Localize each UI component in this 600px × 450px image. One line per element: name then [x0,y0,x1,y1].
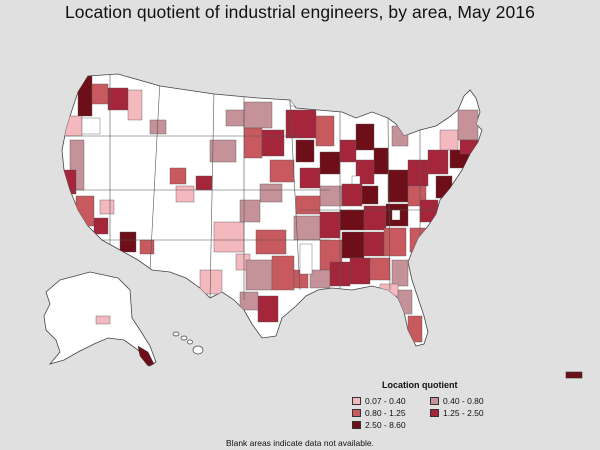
legend-label: 1.25 - 2.50 [443,408,484,418]
legend-swatch [352,397,361,405]
state-borders [62,74,440,301]
legend-label: 0.07 - 0.40 [365,396,406,406]
puerto-rico-shape [565,371,583,379]
legend-item: 2.50 - 8.60 [352,420,406,430]
legend-item: 0.07 - 0.40 [352,396,406,406]
alaska-southeast-area [137,345,155,367]
alaska-area [95,315,111,325]
legend-item: 1.25 - 2.50 [430,408,484,418]
map-legend: Location quotient 0.07 - 0.40 0.40 - 0.8… [330,380,520,436]
legend-swatch [352,421,361,429]
map-footnote: Blank areas indicate data not available. [226,438,374,448]
legend-label: 0.80 - 1.25 [365,408,406,418]
map-title: Location quotient of industrial engineer… [64,2,536,22]
legend-item: 0.80 - 1.25 [352,408,406,418]
hawaii-shape [172,331,204,355]
legend-label: 0.40 - 0.80 [443,396,484,406]
legend-label: 2.50 - 8.60 [365,420,406,430]
legend-swatch [430,397,439,405]
legend-item: 0.40 - 0.80 [430,396,484,406]
legend-title: Location quotient [382,380,458,390]
legend-swatch [352,409,361,417]
legend-swatch [430,409,439,417]
